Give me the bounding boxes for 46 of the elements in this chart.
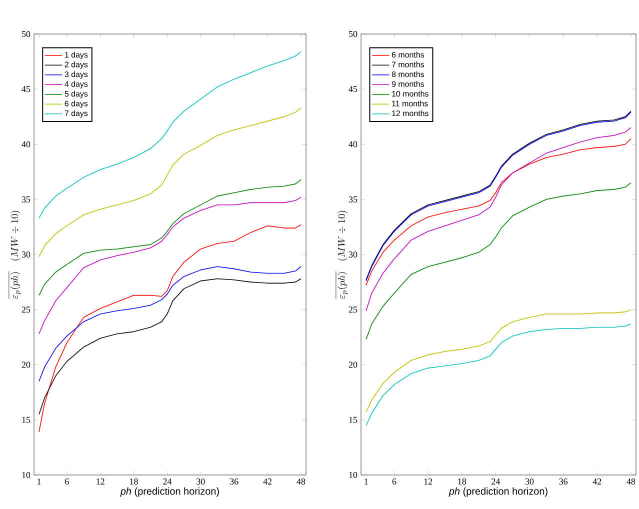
- y-tick-label: 45: [348, 86, 358, 92]
- y-tick-label: 10: [22, 472, 30, 478]
- line-series: [366, 138, 632, 286]
- x-tick-label: 36: [230, 478, 238, 485]
- x-tick-label: 30: [196, 478, 205, 485]
- x-axis-title: ph (prediction horizon): [120, 487, 219, 497]
- line-series: [38, 266, 302, 382]
- x-tick-label: 42: [263, 478, 272, 484]
- line-series: [38, 51, 302, 219]
- y-tick-label: 25: [348, 306, 358, 313]
- x-tick-label: 48: [626, 478, 636, 485]
- x-tick-label: 30: [525, 478, 534, 485]
- y-axis-title: $\overline{\varepsilon_p(ph)}\quad (MW \div 10)$: [336, 210, 348, 300]
- y-tick-label: 25: [22, 306, 30, 313]
- x-tick-label: 48: [296, 478, 306, 485]
- y-tick-label: 45: [22, 86, 30, 92]
- x-tick-label: 1: [38, 478, 41, 484]
- x-tick-label: 42: [592, 478, 602, 484]
- line-series: [38, 224, 302, 432]
- line-series: [38, 278, 302, 415]
- line-series: [366, 324, 632, 426]
- x-tick-label: 6: [65, 478, 69, 485]
- x-tick-label: 6: [392, 478, 396, 485]
- x-tick-label: 12: [96, 478, 104, 484]
- x-tick-label: 1: [364, 478, 368, 484]
- x-tick-label: 18: [458, 478, 466, 485]
- y-tick-label: 30: [348, 251, 358, 258]
- x-tick-label: 36: [559, 478, 568, 485]
- y-tick-label: 30: [22, 251, 30, 258]
- y-tick-label: 20: [348, 362, 358, 368]
- y-tick-label: 40: [22, 141, 30, 148]
- y-tick-label: 15: [349, 416, 358, 423]
- x-tick-label: 12: [424, 478, 432, 484]
- y-tick-label: 20: [22, 362, 30, 368]
- y-tick-label: 50: [349, 30, 358, 38]
- y-tick-label: 10: [349, 472, 358, 478]
- x-tick-label: 24: [492, 478, 500, 484]
- x-tick-label: 24: [163, 478, 172, 484]
- y-tick-label: 35: [348, 196, 358, 202]
- x-axis-title: ph (prediction horizon): [448, 487, 548, 497]
- y-axis-title: $\overline{\varepsilon_p(ph)}\quad (MW \div 10)$: [8, 210, 21, 300]
- y-tick-label: 15: [22, 416, 30, 423]
- y-tick-label: 50: [22, 30, 30, 38]
- y-tick-label: 40: [348, 141, 358, 148]
- x-tick-label: 18: [130, 478, 138, 485]
- y-tick-label: 35: [22, 196, 30, 202]
